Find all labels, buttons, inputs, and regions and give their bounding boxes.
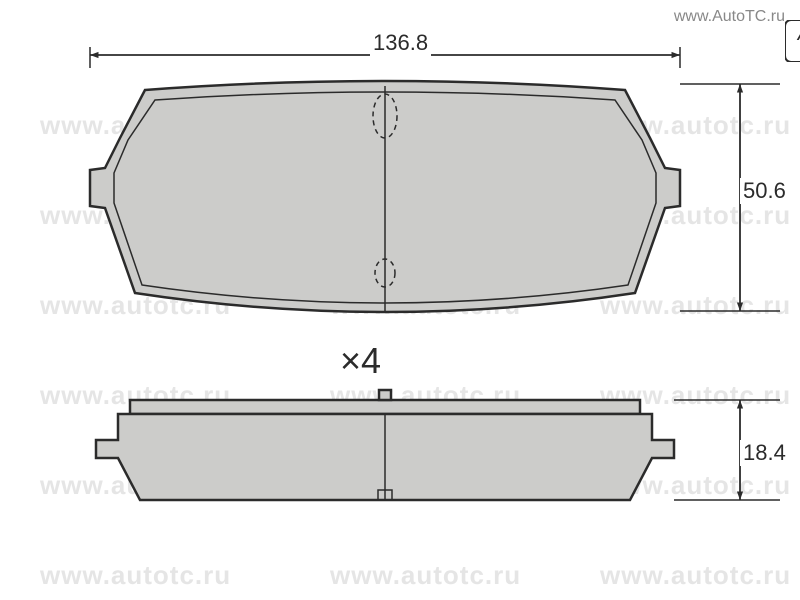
width-dimension-label: 136.8 <box>370 30 431 56</box>
source-url: www.AutoTC.ru <box>674 8 785 26</box>
technical-drawing <box>0 0 800 600</box>
height-dimension-label: 50.6 <box>740 178 789 204</box>
thickness-dimension-label: 18.4 <box>740 440 789 466</box>
quantity-label: ×4 <box>340 340 381 382</box>
svg-text:Auto: Auto <box>796 27 800 43</box>
